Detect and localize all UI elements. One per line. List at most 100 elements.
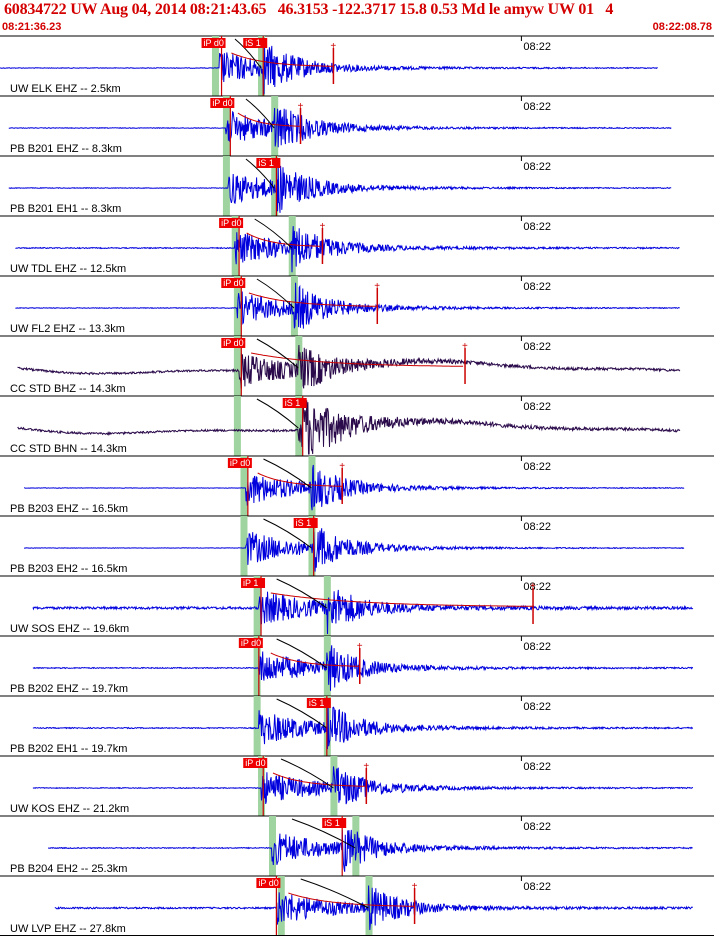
station-label: UW FL2 EHZ -- 13.3km [10, 323, 125, 335]
coda-envelope [272, 772, 366, 787]
coda-plus: + [530, 581, 536, 592]
coda-envelope [237, 112, 300, 127]
coda-plus: + [412, 881, 418, 892]
channel-row: 08:22 iS 1 PB B202 EH1 -- 19.7km [0, 695, 714, 756]
travel-curve [256, 338, 299, 369]
p-pick-box [243, 758, 268, 768]
waveform-trace [15, 226, 680, 273]
s-pick-label: iS 1 [309, 698, 325, 708]
coda-envelope [270, 592, 533, 607]
station-label: PB B202 EHZ -- 19.7km [10, 683, 128, 695]
s-predicted-band [323, 636, 331, 696]
tick-label: 08:22 [523, 101, 551, 113]
waveform-trace [17, 344, 681, 389]
waveform-trace [23, 528, 685, 572]
tick-label: 08:22 [523, 761, 551, 773]
travel-curve [263, 518, 312, 549]
travel-curve [291, 818, 356, 849]
s-predicted-band [258, 36, 266, 96]
station-label: PB B203 EH2 -- 16.5km [10, 563, 127, 575]
travel-curve [256, 278, 295, 309]
tick-label: 08:22 [523, 221, 551, 233]
p-pick-label: iP d0 [230, 458, 250, 468]
p-pick-label: iP d0 [245, 758, 265, 768]
waveform-trace [17, 400, 681, 455]
channel-row: 08:22 + iP d0 PB B203 EHZ -- 16.5km [0, 455, 714, 516]
s-pick-box [306, 698, 331, 708]
p-pick-box [221, 278, 246, 288]
p-pick-box [256, 878, 281, 888]
s-pick-box [256, 158, 281, 168]
travel-curve [256, 398, 299, 429]
station-label: PB B204 EH2 -- 25.3km [10, 863, 127, 875]
station-label: UW KOS EHZ -- 21.2km [10, 803, 129, 815]
tick-label: 08:22 [523, 161, 551, 173]
tick-label: 08:22 [523, 341, 551, 353]
s-pick-label: iS 1 [324, 818, 340, 828]
channel-row: 08:22 iS 1 CC STD BHN -- 14.3km [0, 395, 714, 456]
p-predicted-band [233, 336, 241, 396]
travel-curve [280, 758, 334, 789]
s-predicted-band [295, 396, 303, 456]
tick-label: 08:22 [523, 401, 551, 413]
coda-plus: + [339, 461, 345, 472]
p-pick-label: iP d0 [204, 38, 224, 48]
coda-plus: + [319, 221, 325, 232]
station-label: CC STD BHN -- 14.3km [10, 443, 127, 455]
s-predicted-band [352, 816, 360, 876]
coda-envelope [257, 472, 342, 487]
coda-plus: + [363, 761, 369, 772]
p-predicted-band [269, 816, 276, 876]
tick-label: 08:22 [523, 521, 551, 533]
s-predicted-band [330, 756, 338, 816]
s-pick-label: iS 1 [258, 158, 274, 168]
s-pick-box [282, 398, 307, 408]
p-predicted-band [222, 156, 230, 216]
coda-envelope [246, 232, 321, 247]
p-pick-label: iP d0 [258, 878, 278, 888]
p-predicted-band [253, 696, 261, 756]
channel-row: 08:22 iS 1 PB B201 EH1 -- 8.3km [0, 155, 714, 216]
s-pick-box [322, 818, 347, 828]
event-title: 60834722 UW Aug 04, 2014 08:21:43.65 46.… [4, 1, 614, 18]
s-pick-box [243, 38, 268, 48]
channel-row: 08:22 + iP d0 UW TDL EHZ -- 12.5km [0, 215, 714, 276]
p-pick-box [241, 578, 266, 588]
travel-curve [276, 578, 328, 609]
waveform-trace [32, 645, 693, 691]
coda-plus: + [330, 41, 336, 52]
station-label: PB B203 EHZ -- 16.5km [10, 503, 128, 515]
channel-row: 08:22 + iP d0 PB B202 EHZ -- 19.7km [0, 635, 714, 696]
travel-curve [276, 698, 328, 729]
s-predicted-band [290, 276, 298, 336]
p-predicted-band [233, 396, 241, 456]
travel-curve [263, 458, 312, 489]
travel-curve [234, 38, 262, 69]
station-label: CC STD BHZ -- 14.3km [10, 383, 126, 395]
p-predicted-band [277, 876, 285, 936]
channel-row: 08:22 + iP d0 CC STD BHZ -- 14.3km [0, 335, 714, 396]
waveform-trace [15, 282, 680, 329]
coda-envelope [248, 292, 377, 307]
p-predicted-band [253, 636, 261, 696]
p-pick-box [219, 218, 244, 228]
coda-envelope [270, 652, 359, 667]
station-label: UW LVP EHZ -- 27.8km [10, 923, 126, 935]
s-pick-box [293, 518, 318, 528]
station-label: UW TDL EHZ -- 12.5km [10, 263, 126, 275]
channel-row: 08:22 iS 1 PB B203 EH2 -- 16.5km [0, 515, 714, 576]
p-predicted-band [222, 96, 230, 156]
end-time: 08:22:08.78 [652, 21, 712, 33]
p-pick-box [221, 338, 246, 348]
tick-label: 08:22 [523, 701, 551, 713]
p-predicted-band [240, 456, 248, 516]
tick-label: 08:22 [523, 821, 551, 833]
p-predicted-band [258, 756, 266, 816]
coda-envelope [288, 892, 415, 907]
tick-label: 08:22 [523, 461, 551, 473]
start-time: 08:21:36.23 [2, 21, 62, 33]
p-pick-box [227, 458, 252, 468]
waveform-trace [32, 766, 693, 805]
waveform-trace [47, 829, 693, 872]
